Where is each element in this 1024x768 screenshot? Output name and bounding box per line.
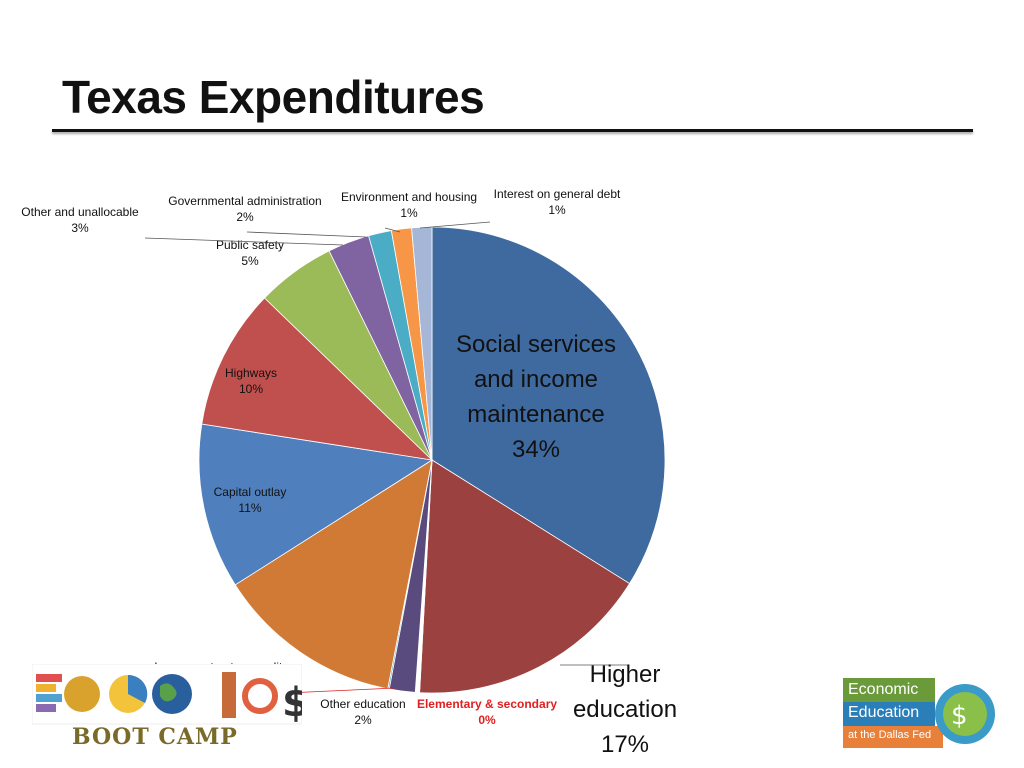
slide-title: Texas Expenditures — [62, 71, 485, 123]
logo-e-stripes-icon — [36, 674, 62, 712]
title-divider — [52, 129, 973, 132]
pie-slice-0 — [431, 226, 666, 585]
logo-dollar-icon: $ — [282, 680, 302, 726]
logo-percent-icon: $ — [951, 701, 968, 731]
slice-label-6: Capital outlay 11% — [214, 485, 287, 515]
slice-label-11: Environment and housing 1% — [341, 190, 477, 220]
bootcamp-wordmark: BOOT CAMP — [72, 724, 238, 750]
slice-label-12: Interest on general debt 1% — [494, 187, 621, 217]
pie-slices — [198, 226, 666, 694]
slice-label-7: Highways 10% — [225, 366, 277, 396]
fed-logo-line1: Economic — [848, 681, 919, 698]
slice-label-0: Social services and income maintenance 34% — [456, 331, 616, 463]
fed-logo-line2: Education — [848, 704, 920, 721]
slice-label-2: Elementary & secondary 0% — [417, 697, 557, 727]
dallas-fed-logo: $ — [843, 678, 995, 748]
pie-slice-6 — [198, 423, 434, 586]
economics-bootcamp-logo: $ — [32, 664, 302, 726]
fed-logo-line3: at the Dallas Fed — [848, 729, 932, 741]
slice-label-10: Governmental administration 2% — [168, 194, 321, 224]
slice-label-1: Higher education 17% — [573, 661, 677, 758]
slice-label-9: Other and unallocable 3% — [21, 205, 139, 235]
logo-tower-icon — [222, 672, 236, 718]
slice-label-3: Other education 2% — [320, 697, 405, 727]
leader-line-10 — [246, 231, 367, 238]
leader-line-9 — [144, 237, 344, 246]
pie-slice-7 — [201, 297, 434, 461]
pie-slice-5 — [234, 459, 433, 690]
logo-coin-icon — [64, 676, 100, 712]
leader-line-12 — [419, 221, 491, 229]
leader-line-11 — [384, 227, 401, 233]
pie-slice-1 — [419, 459, 631, 694]
logo-ring-icon — [242, 678, 278, 714]
